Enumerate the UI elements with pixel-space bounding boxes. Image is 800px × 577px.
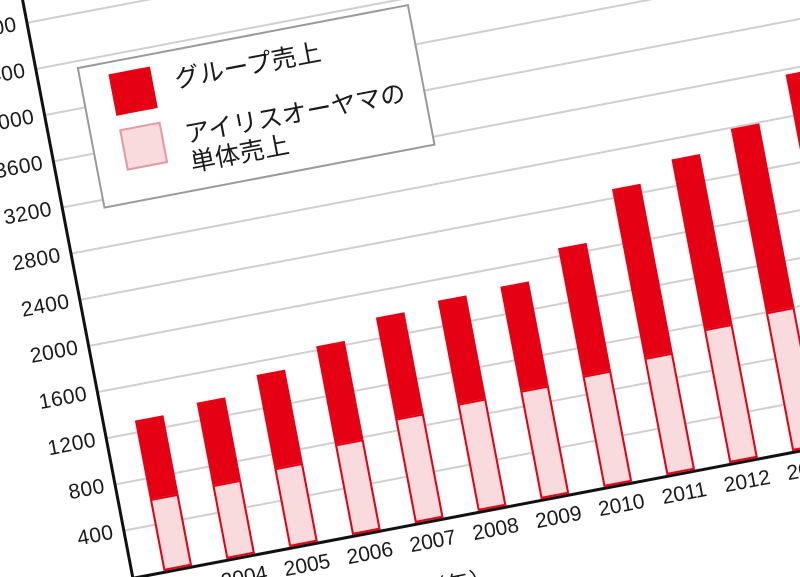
- legend-label-group: グループ売上: [172, 38, 324, 94]
- group-sales-swatch-icon: [108, 66, 158, 116]
- x-label-2004: 2004: [213, 561, 276, 577]
- bar-standalone-2009: [519, 385, 569, 500]
- x-label-2010: 2010: [596, 489, 647, 522]
- x-axis-unit-caption: （年）: [421, 560, 495, 577]
- x-label-2009: 2009: [533, 501, 584, 534]
- bar-standalone-2005: [273, 463, 318, 548]
- x-label-2013: 2013: [784, 453, 800, 486]
- x-label-2008: 2008: [470, 513, 521, 546]
- y-tick-label-4000: 4000: [0, 105, 37, 138]
- y-tick-label-4800: 4800: [0, 13, 19, 45]
- bar-standalone-2004: [211, 480, 255, 560]
- y-tick-label-400: 400: [75, 520, 116, 551]
- bar-standalone-2012: [703, 323, 758, 464]
- x-label-2012: 2012: [722, 465, 773, 498]
- y-tick-label-2400: 2400: [19, 290, 72, 322]
- x-label-2007: 2007: [407, 525, 458, 558]
- x-label-2011: 2011: [659, 477, 709, 510]
- x-label-2005: 2005: [281, 549, 333, 577]
- bar-standalone-2011: [643, 353, 695, 476]
- bar-standalone-2007: [394, 413, 444, 524]
- bar-standalone-2013: [765, 307, 800, 452]
- y-tick-label-2000: 2000: [28, 336, 81, 368]
- gridline-4800: [26, 0, 800, 24]
- y-tick-label-2800: 2800: [10, 243, 63, 276]
- y-tick-label-1200: 1200: [45, 428, 98, 461]
- y-tick-label-800: 800: [66, 474, 107, 505]
- bar-standalone-2003: [149, 494, 192, 572]
- y-tick-label-4400: 4400: [0, 59, 28, 91]
- x-label-2006: 2006: [344, 537, 396, 570]
- y-tick-label-3200: 3200: [1, 197, 54, 230]
- y-tick-label-1600: 1600: [36, 382, 90, 415]
- y-tick-label-3600: 3600: [0, 151, 46, 184]
- bar-standalone-2008: [457, 398, 506, 512]
- chart-legend: グループ売上 アイリスオーヤマの 単体売上: [76, 3, 436, 209]
- standalone-sales-swatch-icon: [119, 121, 169, 171]
